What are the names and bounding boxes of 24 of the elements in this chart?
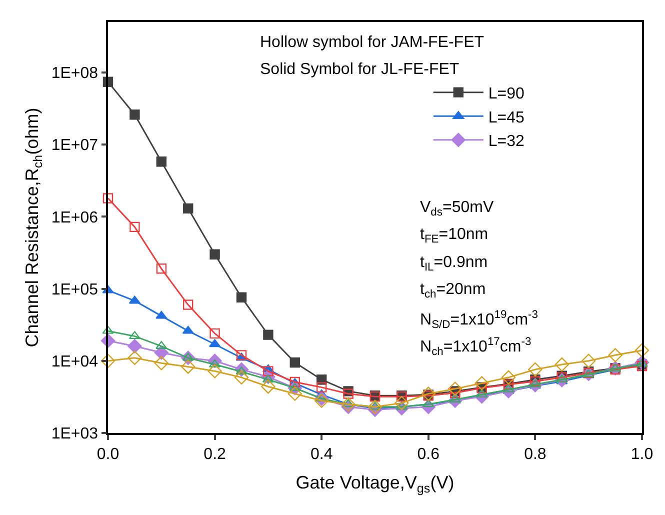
annotation: Solid Symbol for JL-FE-FET	[260, 61, 460, 78]
x-tick-label: 0.2	[204, 446, 226, 463]
x-tick-label: 0.8	[524, 446, 546, 463]
y-tick-label: 1E+07	[51, 137, 98, 154]
y-tick-label: 1E+08	[51, 65, 98, 82]
x-tick-label: 1.0	[630, 446, 654, 463]
x-tick-label: 0.0	[96, 446, 120, 463]
legend-label: L=90	[488, 86, 525, 103]
annotation: N$_{S/D}$=1x10$^{19}$cm$^{-3}$	[420, 309, 538, 332]
x-tick-label: 0.6	[417, 446, 440, 463]
annotation: t$_{IL}$=0.9nm	[420, 254, 488, 274]
annotation: t$_{ch}$=20nm	[420, 281, 486, 300]
x-axis-title: Gate Voltage,V$_{gs}$(V)	[296, 472, 454, 496]
legend-label: L=45	[488, 109, 525, 126]
y-tick-label: 1E+06	[51, 209, 98, 226]
y-tick-label: 1E+05	[51, 281, 98, 298]
annotation: t$_{FE}$=10nm	[420, 226, 488, 246]
legend-label: L=32	[488, 133, 525, 150]
y-tick-label: 1E+04	[51, 353, 98, 370]
annotation: N$_{ch}$=1x10$^{17}$cm$^{-3}$	[420, 336, 532, 358]
annotation: V$_{ds}$=50mV	[420, 199, 494, 218]
annotation: Hollow symbol for JAM-FE-FET	[260, 34, 484, 51]
x-tick-label: 0.4	[310, 446, 333, 463]
y-tick-label: 1E+03	[51, 426, 98, 443]
